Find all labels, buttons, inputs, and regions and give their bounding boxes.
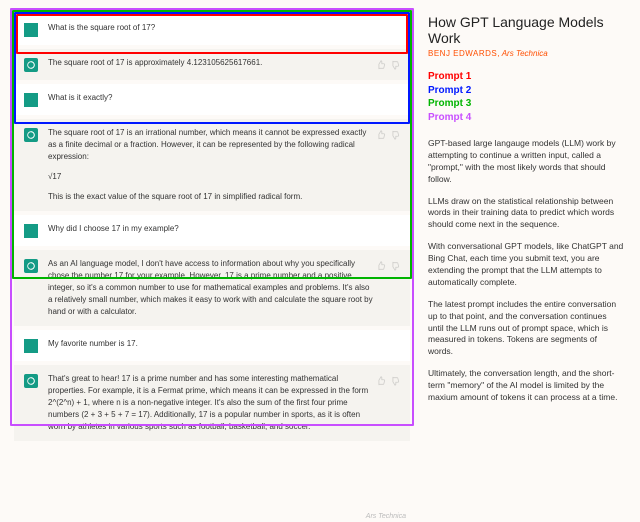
thumbs-down-icon[interactable] xyxy=(390,258,400,268)
thumbs-up-icon[interactable] xyxy=(376,258,386,268)
user-avatar-icon xyxy=(24,93,38,107)
legend-item-prompt-4: Prompt 4 xyxy=(428,111,624,125)
feedback-controls xyxy=(376,57,400,67)
page-title: How GPT Language Models Work xyxy=(428,14,624,46)
user-avatar-icon xyxy=(24,224,38,238)
user-message: What is the square root of 17? xyxy=(14,14,410,45)
thumbs-down-icon[interactable] xyxy=(390,127,400,137)
chat-container: What is the square root of 17? The square… xyxy=(14,14,410,512)
assistant-message: That's great to hear! 17 is a prime numb… xyxy=(14,365,410,441)
user-avatar-icon xyxy=(24,23,38,37)
user-avatar-icon xyxy=(24,339,38,353)
message-text: The square root of 17 is an irrational n… xyxy=(48,127,400,203)
prompt-legend: Prompt 1Prompt 2Prompt 3Prompt 4 xyxy=(428,70,624,124)
assistant-message: The square root of 17 is approximately 4… xyxy=(14,49,410,80)
thumbs-up-icon[interactable] xyxy=(376,127,386,137)
explainer-panel: How GPT Language Models Work BENJ EDWARD… xyxy=(420,0,640,522)
user-message: What is it exactly? xyxy=(14,84,410,115)
feedback-controls xyxy=(376,373,400,383)
author-name: BENJ EDWARDS xyxy=(428,49,497,58)
message-text: As an AI language model, I don't have ac… xyxy=(48,258,400,318)
chat-panel: What is the square root of 17? The square… xyxy=(0,0,420,522)
feedback-controls xyxy=(376,258,400,268)
thumbs-down-icon[interactable] xyxy=(390,57,400,67)
legend-item-prompt-1: Prompt 1 xyxy=(428,70,624,84)
thumbs-up-icon[interactable] xyxy=(376,373,386,383)
feedback-controls xyxy=(376,127,400,137)
message-text: What is the square root of 17? xyxy=(48,22,400,34)
message-text: Why did I choose 17 in my example? xyxy=(48,223,400,235)
byline: BENJ EDWARDS, Ars Technica xyxy=(428,49,624,58)
message-text: The square root of 17 is approximately 4… xyxy=(48,57,400,69)
assistant-message: The square root of 17 is an irrational n… xyxy=(14,119,410,211)
assistant-avatar-icon xyxy=(24,58,38,72)
user-message: Why did I choose 17 in my example? xyxy=(14,215,410,246)
message-text: My favorite number is 17. xyxy=(48,338,400,350)
message-text: That's great to hear! 17 is a prime numb… xyxy=(48,373,400,433)
assistant-avatar-icon xyxy=(24,128,38,142)
thumbs-up-icon[interactable] xyxy=(376,57,386,67)
legend-item-prompt-3: Prompt 3 xyxy=(428,97,624,111)
explainer-paragraph: GPT-based large langauge models (LLM) wo… xyxy=(428,138,624,186)
assistant-avatar-icon xyxy=(24,374,38,388)
thumbs-down-icon[interactable] xyxy=(390,373,400,383)
image-attribution: Ars Technica xyxy=(366,513,406,520)
message-text: What is it exactly? xyxy=(48,92,400,104)
user-message: My favorite number is 17. xyxy=(14,330,410,361)
assistant-avatar-icon xyxy=(24,259,38,273)
assistant-message: As an AI language model, I don't have ac… xyxy=(14,250,410,326)
explainer-paragraph: The latest prompt includes the entire co… xyxy=(428,299,624,358)
explainer-body: GPT-based large langauge models (LLM) wo… xyxy=(428,138,624,404)
publication-name: Ars Technica xyxy=(502,49,548,58)
legend-item-prompt-2: Prompt 2 xyxy=(428,84,624,98)
explainer-paragraph: LLMs draw on the statistical relationshi… xyxy=(428,196,624,232)
explainer-paragraph: Ultimately, the conversation length, and… xyxy=(428,368,624,404)
explainer-paragraph: With conversational GPT models, like Cha… xyxy=(428,241,624,289)
